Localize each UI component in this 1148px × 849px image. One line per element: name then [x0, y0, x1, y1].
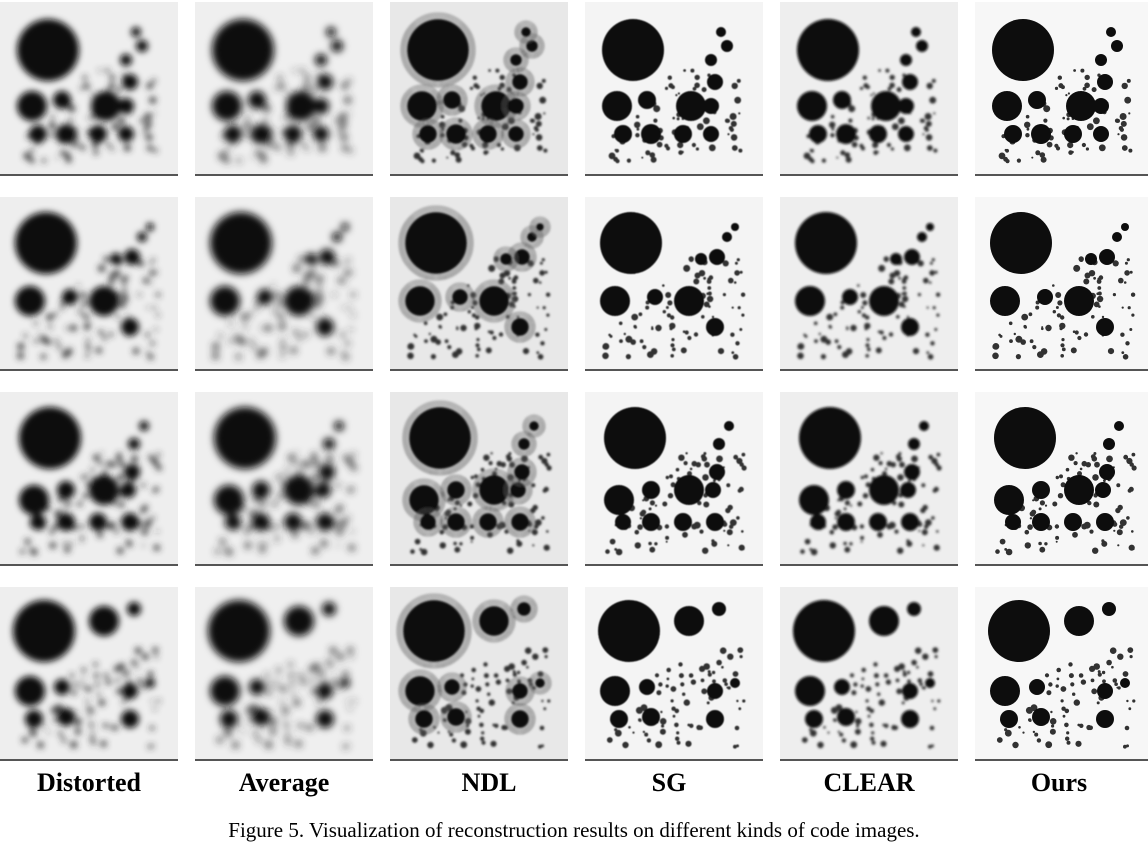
- code-image-thumbnail: [390, 587, 568, 765]
- code-image-thumbnail: [390, 392, 568, 570]
- code-image-thumbnail: [390, 197, 568, 375]
- code-image-thumbnail: [0, 392, 178, 570]
- code-image-thumbnail: [585, 2, 763, 180]
- code-image-thumbnail: [975, 587, 1148, 765]
- code-image-thumbnail: [585, 197, 763, 375]
- code-image-thumbnail: [780, 2, 958, 180]
- column-labels: Distorted Average NDL SG CLEAR Ours: [0, 768, 1148, 804]
- code-image-thumbnail: [585, 587, 763, 765]
- code-image-thumbnail: [195, 2, 373, 180]
- column-label-average: Average: [238, 768, 330, 797]
- code-image-thumbnail: [0, 587, 178, 765]
- code-image-thumbnail: [390, 2, 568, 180]
- code-image-thumbnail: [585, 392, 763, 570]
- code-image-thumbnail: [975, 392, 1148, 570]
- code-image-thumbnail: [780, 392, 958, 570]
- column-label-sg: SG: [651, 768, 687, 797]
- figure-image-grid: [0, 2, 1148, 761]
- column-label-distorted: Distorted: [37, 768, 141, 797]
- column-label-clear: CLEAR: [823, 768, 915, 797]
- column-label-ndl: NDL: [461, 768, 517, 797]
- code-image-thumbnail: [975, 2, 1148, 180]
- code-image-thumbnail: [195, 587, 373, 765]
- code-image-thumbnail: [195, 197, 373, 375]
- code-image-thumbnail: [0, 2, 178, 180]
- figure-caption: Figure 5. Visualization of reconstructio…: [228, 818, 920, 842]
- code-image-thumbnail: [780, 587, 958, 765]
- code-image-thumbnail: [0, 197, 178, 375]
- code-image-thumbnail: [975, 197, 1148, 375]
- code-image-thumbnail: [780, 197, 958, 375]
- code-image-thumbnail: [195, 392, 373, 570]
- column-label-ours: Ours: [1030, 768, 1088, 797]
